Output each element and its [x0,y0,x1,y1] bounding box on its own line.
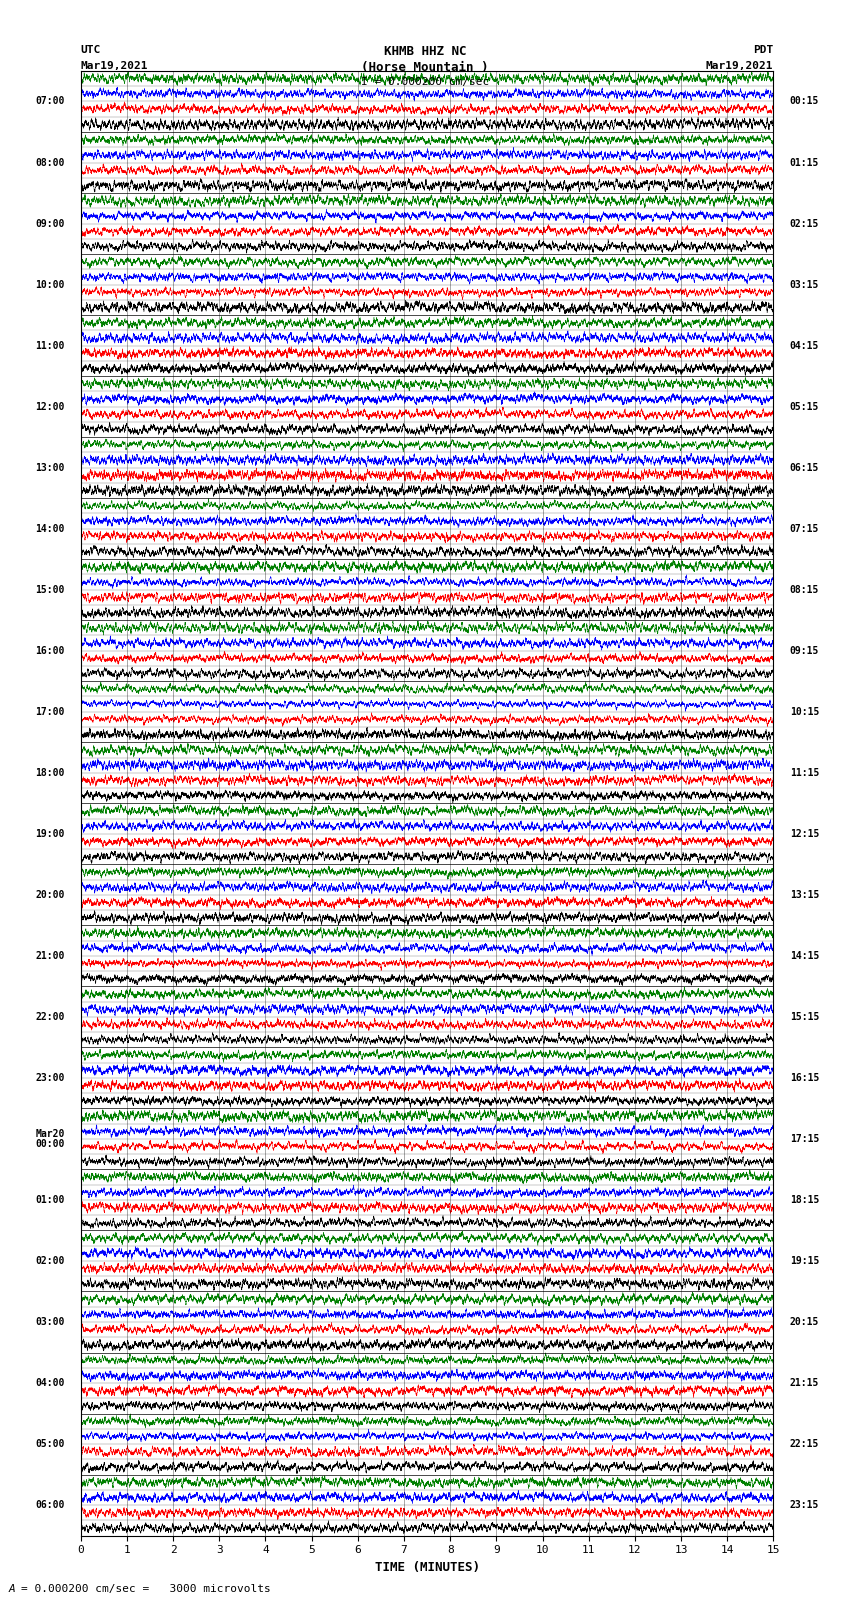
Text: 19:00: 19:00 [35,829,65,839]
Text: 11:00: 11:00 [35,340,65,350]
Text: 22:00: 22:00 [35,1011,65,1023]
Text: 23:00: 23:00 [35,1073,65,1082]
Text: 12:00: 12:00 [35,402,65,411]
Text: 01:15: 01:15 [790,158,819,168]
Text: 08:00: 08:00 [35,158,65,168]
Text: 08:15: 08:15 [790,584,819,595]
Text: (Horse Mountain ): (Horse Mountain ) [361,61,489,74]
Text: PDT: PDT [753,45,774,55]
Text: 05:00: 05:00 [35,1439,65,1448]
Text: 00:15: 00:15 [790,97,819,106]
Text: 22:15: 22:15 [790,1439,819,1448]
Text: 19:15: 19:15 [790,1257,819,1266]
Text: 14:00: 14:00 [35,524,65,534]
Text: Mar20
00:00: Mar20 00:00 [35,1129,65,1148]
Text: 18:00: 18:00 [35,768,65,777]
Text: 10:00: 10:00 [35,279,65,290]
Text: 05:15: 05:15 [790,402,819,411]
X-axis label: TIME (MINUTES): TIME (MINUTES) [375,1561,479,1574]
Text: 20:15: 20:15 [790,1316,819,1327]
Text: KHMB HHZ NC: KHMB HHZ NC [383,45,467,58]
Text: = 0.000200 cm/sec =   3000 microvolts: = 0.000200 cm/sec = 3000 microvolts [21,1584,271,1594]
Text: 17:00: 17:00 [35,706,65,716]
Text: 12:15: 12:15 [790,829,819,839]
Text: 21:15: 21:15 [790,1378,819,1389]
Text: 03:15: 03:15 [790,279,819,290]
Text: 23:15: 23:15 [790,1500,819,1510]
Text: 20:00: 20:00 [35,890,65,900]
Text: 07:15: 07:15 [790,524,819,534]
Text: I = 0.000200 cm/sec: I = 0.000200 cm/sec [361,77,489,87]
Text: UTC: UTC [81,45,101,55]
Text: 18:15: 18:15 [790,1195,819,1205]
Text: 06:00: 06:00 [35,1500,65,1510]
Text: Mar19,2021: Mar19,2021 [81,61,148,71]
Text: 02:15: 02:15 [790,218,819,229]
Text: 10:15: 10:15 [790,706,819,716]
Text: 06:15: 06:15 [790,463,819,473]
Text: 21:00: 21:00 [35,950,65,961]
Text: 01:00: 01:00 [35,1195,65,1205]
Text: 13:00: 13:00 [35,463,65,473]
Text: 16:15: 16:15 [790,1073,819,1082]
Text: 17:15: 17:15 [790,1134,819,1144]
Text: A: A [8,1584,15,1594]
Text: 04:15: 04:15 [790,340,819,350]
Text: 15:15: 15:15 [790,1011,819,1023]
Text: 13:15: 13:15 [790,890,819,900]
Text: 04:00: 04:00 [35,1378,65,1389]
Text: 03:00: 03:00 [35,1316,65,1327]
Text: 07:00: 07:00 [35,97,65,106]
Text: 02:00: 02:00 [35,1257,65,1266]
Text: 09:00: 09:00 [35,218,65,229]
Text: 16:00: 16:00 [35,645,65,656]
Text: 09:15: 09:15 [790,645,819,656]
Text: 15:00: 15:00 [35,584,65,595]
Text: 14:15: 14:15 [790,950,819,961]
Text: Mar19,2021: Mar19,2021 [706,61,774,71]
Text: 11:15: 11:15 [790,768,819,777]
